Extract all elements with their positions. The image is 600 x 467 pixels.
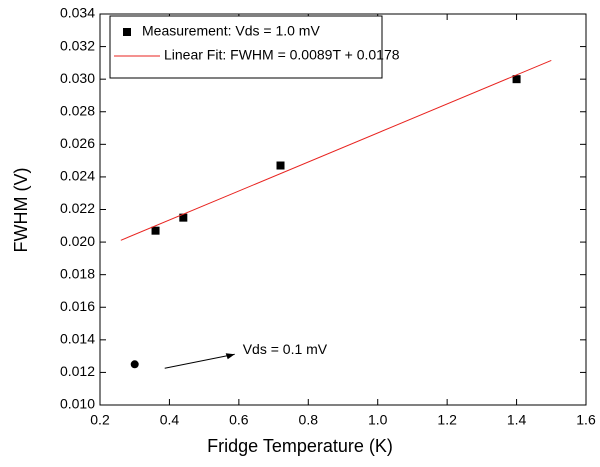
x-tick-label: 1.2 [437, 412, 457, 428]
annotation: Vds = 0.1 mV [243, 341, 328, 357]
y-tick-label: 0.016 [60, 298, 95, 314]
y-tick-label: 0.032 [60, 37, 95, 53]
point [179, 213, 188, 222]
point [512, 75, 521, 84]
x-tick-label: 0.6 [229, 412, 249, 428]
annotation-arrow [164, 353, 235, 369]
x-axis-label: Fridge Temperature (K) [207, 436, 393, 456]
y-tick-label: 0.030 [60, 70, 95, 86]
point [276, 161, 285, 170]
y-axis-label: FWHM (V) [11, 168, 31, 253]
y-tick-label: 0.024 [60, 168, 95, 184]
y-tick-label: 0.028 [60, 102, 95, 118]
legend-label: Measurement: Vds = 1.0 mV [142, 23, 320, 39]
y-tick-label: 0.012 [60, 363, 95, 379]
y-tick-label: 0.018 [60, 265, 95, 281]
point [151, 226, 160, 235]
x-tick-label: 1.6 [576, 412, 596, 428]
y-tick-label: 0.020 [60, 233, 95, 249]
x-tick-label: 0.4 [160, 412, 180, 428]
x-tick-label: 0.8 [299, 412, 319, 428]
arrow-head [225, 353, 235, 360]
x-tick-label: 0.2 [90, 412, 110, 428]
x-tick-label: 1.4 [507, 412, 527, 428]
legend-box [109, 15, 383, 79]
y-tick-label: 0.014 [60, 331, 95, 347]
fit-line [120, 59, 552, 241]
y-tick-label: 0.034 [60, 5, 95, 21]
y-tick-label: 0.026 [60, 135, 95, 151]
x-tick-label: 1.0 [368, 412, 388, 428]
legend-label: Linear Fit: FWHM = 0.0089T + 0.0178 [164, 47, 400, 63]
point [130, 360, 139, 369]
y-tick-label: 0.010 [60, 396, 95, 412]
y-tick-label: 0.022 [60, 200, 95, 216]
legend-marker [123, 28, 131, 36]
